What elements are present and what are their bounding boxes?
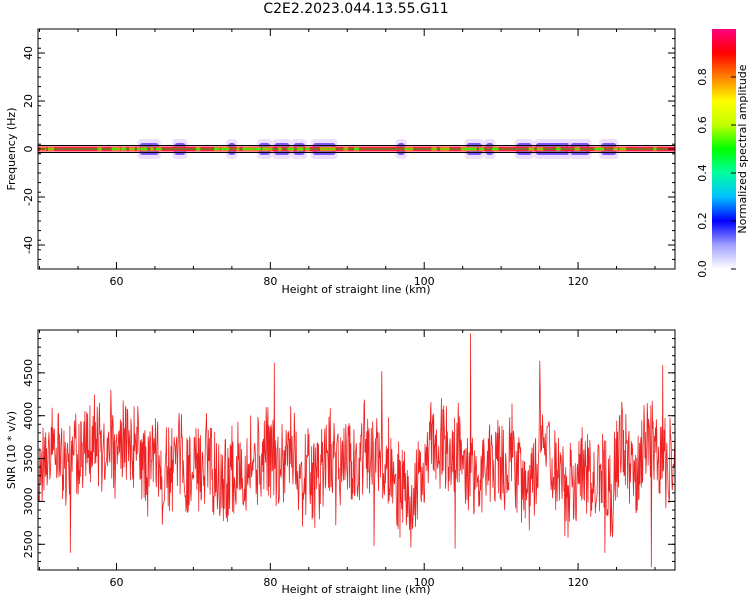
y-tick-label: 20 xyxy=(22,94,35,108)
colorbar-ticks: 0.0 0.2 0.4 0.6 0.8 xyxy=(696,68,736,278)
colorbar: 0.0 0.2 0.4 0.6 0.8 Normalized spectral ampl… xyxy=(696,29,749,278)
y-tick-label: 3500 xyxy=(22,445,35,473)
colorbar-label: Normalized spectral amplitude xyxy=(736,64,749,233)
x-tick-label: 60 xyxy=(109,576,123,589)
y-tick-label: 3000 xyxy=(22,487,35,515)
colorbar-tick-label: 0.2 xyxy=(696,212,709,230)
spectrogram-ticks: 60 80 100 120 -40 -20 0 20 40 xyxy=(22,28,675,288)
colorbar-tick-label: 0.0 xyxy=(696,260,709,278)
colorbar-tick-label: 0.8 xyxy=(696,68,709,86)
x-tick-label: 60 xyxy=(109,275,123,288)
snr-series-line xyxy=(38,333,675,568)
colorbar-gradient xyxy=(712,29,736,269)
colorbar-tick-label: 0.4 xyxy=(696,164,709,182)
snr-plot-area xyxy=(38,333,675,568)
y-tick-label: 0 xyxy=(22,146,35,153)
snr-panel: 60 80 100 120 2500 3000 3500 4000 4500 Height of… xyxy=(5,329,676,596)
x-tick-label: 80 xyxy=(263,576,277,589)
y-tick-label: -20 xyxy=(22,188,35,206)
spectrogram-xlabel: Height of straight line (km) xyxy=(281,283,430,296)
y-tick-label: -40 xyxy=(22,236,35,254)
colorbar-tick-label: 0.6 xyxy=(696,116,709,134)
x-tick-label: 120 xyxy=(568,576,589,589)
x-tick-label: 120 xyxy=(568,275,589,288)
figure-title: C2E2.2023.044.13.55.G11 xyxy=(263,1,449,17)
spectrogram-panel: 60 80 100 120 -40 -20 0 20 40 Height of straight… xyxy=(5,28,676,296)
y-tick-label: 2500 xyxy=(22,530,35,558)
snr-ylabel: SNR (10 * v/v) xyxy=(5,411,18,489)
y-tick-label: 4500 xyxy=(22,359,35,387)
y-tick-label: 4000 xyxy=(22,402,35,430)
snr-ticks: 60 80 100 120 2500 3000 3500 4000 4500 xyxy=(22,329,675,589)
x-tick-label: 100 xyxy=(414,576,435,589)
x-tick-label: 100 xyxy=(414,275,435,288)
y-tick-label: 40 xyxy=(22,46,35,60)
x-tick-label: 80 xyxy=(263,275,277,288)
spectrogram-ylabel: Frequency (Hz) xyxy=(5,108,18,191)
spectrogram-plot-area xyxy=(38,139,675,159)
snr-xlabel: Height of straight line (km) xyxy=(281,583,430,596)
